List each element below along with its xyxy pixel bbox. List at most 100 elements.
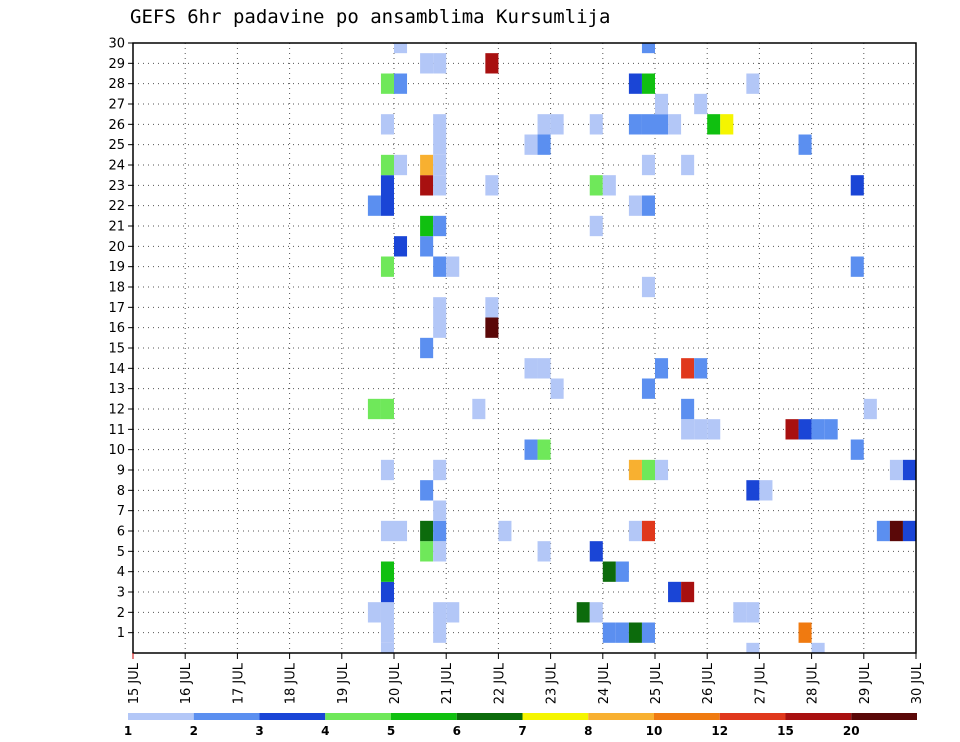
precip-cell bbox=[720, 114, 734, 135]
precip-cell bbox=[863, 398, 877, 420]
x-tick-label: 20 JUL bbox=[388, 662, 403, 704]
precip-cell bbox=[550, 114, 564, 135]
colorbar-swatch bbox=[325, 713, 391, 720]
precip-cell bbox=[380, 398, 394, 420]
precip-cell bbox=[798, 622, 812, 643]
precip-cell bbox=[641, 520, 655, 542]
colorbar-label: 20 bbox=[843, 724, 860, 738]
precip-cell bbox=[576, 602, 590, 623]
precip-cell bbox=[380, 154, 394, 176]
precip-cell bbox=[655, 93, 669, 115]
precip-cell bbox=[380, 561, 394, 582]
colorbar-label: 8 bbox=[584, 724, 592, 738]
colorbar-swatch bbox=[785, 713, 852, 720]
precip-cell bbox=[694, 358, 708, 379]
precip-cell bbox=[889, 459, 903, 481]
y-tick-label: 10 bbox=[108, 443, 125, 458]
precip-cell bbox=[655, 358, 669, 379]
precip-cell bbox=[394, 154, 408, 176]
colorbar-swatch bbox=[128, 713, 194, 720]
colorbar-swatch bbox=[456, 713, 523, 720]
precip-cell bbox=[850, 256, 864, 277]
colorbar-swatch bbox=[193, 713, 260, 720]
precip-cell bbox=[681, 358, 695, 379]
x-tick-label: 28 JUL bbox=[806, 662, 821, 704]
precip-cell bbox=[446, 256, 460, 277]
precip-cell bbox=[668, 581, 682, 603]
precip-cell bbox=[589, 541, 603, 562]
x-tick-label: 24 JUL bbox=[597, 662, 612, 704]
precip-cell bbox=[380, 622, 394, 643]
y-tick-label: 18 bbox=[108, 281, 125, 296]
precip-cell bbox=[589, 175, 603, 196]
precip-cell bbox=[420, 337, 434, 359]
precip-cell bbox=[668, 114, 682, 135]
precip-cell bbox=[420, 480, 434, 501]
y-tick-label: 25 bbox=[108, 138, 125, 153]
precip-cell bbox=[420, 175, 434, 196]
precip-cell bbox=[641, 154, 655, 176]
precip-cell bbox=[498, 520, 512, 542]
precip-cell bbox=[420, 215, 434, 237]
precip-cell bbox=[433, 622, 447, 643]
precip-cell bbox=[394, 43, 408, 54]
precip-cell bbox=[485, 317, 499, 338]
precip-cell bbox=[602, 622, 616, 643]
precip-cell bbox=[380, 114, 394, 135]
colorbar-label: 7 bbox=[518, 724, 526, 738]
precip-cell bbox=[746, 480, 760, 501]
precip-cell bbox=[485, 175, 499, 196]
colorbar-swatch bbox=[522, 713, 589, 720]
colorbar-swatch bbox=[391, 713, 457, 720]
precip-cell bbox=[485, 297, 499, 318]
precip-cell bbox=[694, 419, 708, 440]
y-tick-label: 21 bbox=[108, 220, 125, 235]
x-tick-label: 15 JUL bbox=[127, 662, 142, 704]
precip-cell bbox=[811, 419, 825, 440]
y-tick-label: 26 bbox=[108, 118, 125, 133]
x-tick-label: 21 JUL bbox=[440, 662, 455, 704]
x-tick-label: 19 JUL bbox=[336, 662, 351, 704]
colorbar-swatch bbox=[654, 713, 720, 720]
precip-cell bbox=[824, 419, 838, 440]
precip-cell bbox=[380, 520, 394, 542]
precip-cell bbox=[472, 398, 486, 420]
precip-cell bbox=[628, 459, 642, 481]
precip-cell bbox=[433, 53, 447, 74]
precip-cell bbox=[641, 73, 655, 94]
x-tick-label: 17 JUL bbox=[231, 662, 246, 704]
precip-cell bbox=[433, 317, 447, 338]
colorbar: 1 2 3 4 5 6 7 8 10 12 15 20 bbox=[124, 713, 917, 738]
grid-layer bbox=[133, 42, 916, 653]
y-tick-label: 3 bbox=[117, 586, 125, 601]
colorbar-swatch bbox=[719, 713, 786, 720]
y-tick-label: 2 bbox=[117, 606, 125, 621]
y-tick-label: 6 bbox=[117, 525, 125, 540]
cells-layer bbox=[367, 43, 916, 653]
colorbar-swatch bbox=[588, 713, 654, 720]
colorbar-label: 15 bbox=[777, 724, 794, 738]
precip-cell bbox=[589, 114, 603, 135]
precip-cell bbox=[446, 602, 460, 623]
precip-cell bbox=[550, 378, 564, 399]
precip-cell bbox=[394, 520, 408, 542]
colorbar-label: 5 bbox=[387, 724, 395, 738]
colorbar-label: 12 bbox=[711, 724, 728, 738]
precip-cell bbox=[681, 398, 695, 420]
y-tick-label: 1 bbox=[117, 626, 125, 641]
colorbar-label: 6 bbox=[453, 724, 461, 738]
precip-cell bbox=[433, 520, 447, 542]
precip-cell bbox=[433, 114, 447, 135]
precip-cell bbox=[733, 602, 747, 623]
colorbar-label: 1 bbox=[124, 724, 132, 738]
colorbar-label: 2 bbox=[190, 724, 198, 738]
precip-cell bbox=[380, 256, 394, 277]
x-tick-label: 27 JUL bbox=[753, 662, 768, 704]
y-tick-label: 22 bbox=[108, 199, 125, 214]
precip-cell bbox=[615, 622, 629, 643]
precip-cell bbox=[655, 459, 669, 481]
precip-cell bbox=[367, 195, 381, 216]
precip-cell bbox=[433, 215, 447, 237]
precip-cell bbox=[433, 541, 447, 562]
